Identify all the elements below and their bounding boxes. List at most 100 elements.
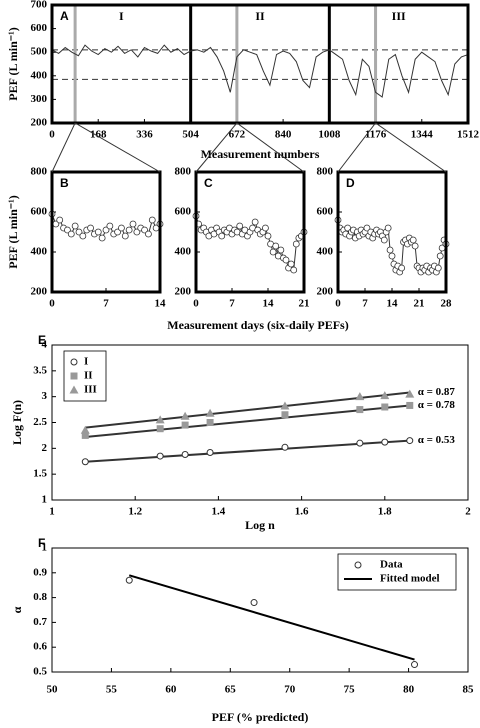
marker bbox=[406, 437, 414, 445]
fit-line bbox=[85, 391, 410, 429]
x-axis-label: PEF (% predicted) bbox=[212, 710, 309, 724]
section-label: I bbox=[119, 9, 124, 23]
y-axis-label: α bbox=[10, 606, 24, 613]
marker bbox=[384, 224, 392, 232]
marker bbox=[280, 401, 290, 410]
legend-label: Data bbox=[380, 559, 403, 571]
y-tick-label: 600 bbox=[31, 206, 48, 218]
x-tick-label: 1.6 bbox=[295, 506, 309, 518]
marker bbox=[287, 260, 295, 268]
marker bbox=[148, 216, 156, 224]
y-tick-label: 2 bbox=[42, 442, 48, 454]
y-tick-label: 400 bbox=[317, 246, 334, 258]
marker bbox=[181, 421, 189, 429]
marker bbox=[409, 236, 417, 244]
x-tick-label: 1.8 bbox=[378, 506, 392, 518]
y-tick-label: 3.5 bbox=[33, 364, 47, 376]
panel-letter: D bbox=[346, 176, 355, 190]
x-tick-label: 0 bbox=[335, 298, 341, 310]
x-tick-label: 21 bbox=[414, 298, 425, 310]
marker bbox=[156, 452, 164, 460]
marker bbox=[405, 389, 415, 398]
marker bbox=[75, 228, 83, 236]
legend-label: III bbox=[84, 384, 97, 396]
marker bbox=[290, 266, 298, 274]
x-tick-label: 672 bbox=[229, 129, 246, 141]
legend-swatch bbox=[70, 358, 78, 366]
x-tick-label: 504 bbox=[182, 129, 199, 141]
zoom-connector bbox=[74, 122, 161, 173]
marker bbox=[56, 216, 64, 224]
marker bbox=[411, 661, 419, 669]
marker bbox=[80, 425, 90, 434]
marker bbox=[388, 252, 396, 260]
marker bbox=[64, 226, 71, 234]
x-tick-label: 1.4 bbox=[212, 506, 226, 518]
x-tick-label: 28 bbox=[441, 298, 453, 310]
marker bbox=[282, 256, 290, 264]
section-label: III bbox=[392, 9, 406, 23]
zoom-connector bbox=[337, 122, 376, 173]
x-tick-label: 70 bbox=[284, 684, 296, 696]
marker bbox=[264, 232, 272, 240]
panel-letter: F bbox=[38, 536, 45, 550]
y-tick-label: 0.6 bbox=[33, 641, 47, 653]
x-tick-label: 60 bbox=[165, 684, 177, 696]
marker bbox=[281, 411, 289, 419]
marker bbox=[114, 228, 121, 236]
marker bbox=[292, 240, 300, 248]
x-tick-label: 840 bbox=[275, 129, 292, 141]
legend-label: I bbox=[84, 356, 88, 368]
y-tick-label: 400 bbox=[31, 69, 48, 81]
marker bbox=[236, 222, 244, 230]
marker bbox=[398, 264, 406, 272]
marker bbox=[272, 242, 280, 250]
x-tick-label: 0 bbox=[49, 129, 55, 141]
x-tick-label: 65 bbox=[225, 684, 237, 696]
x-tick-label: 7 bbox=[362, 298, 368, 310]
panel-letter: A bbox=[60, 9, 69, 23]
fit-label: α = 0.87 bbox=[418, 386, 456, 398]
panel-letter: C bbox=[204, 176, 213, 190]
y-tick-label: 700 bbox=[31, 0, 48, 11]
x-tick-label: 0 bbox=[193, 298, 199, 310]
y-tick-label: 4 bbox=[42, 339, 48, 351]
y-tick-label: 800 bbox=[175, 166, 192, 178]
marker bbox=[133, 228, 141, 236]
fit-line bbox=[85, 439, 410, 463]
y-axis-label: Log F(n) bbox=[10, 400, 24, 445]
marker bbox=[155, 415, 165, 424]
x-axis-label: Log n bbox=[245, 518, 275, 532]
y-tick-label: 200 bbox=[31, 286, 48, 298]
marker bbox=[344, 224, 352, 232]
x-tick-label: 7 bbox=[229, 298, 235, 310]
y-tick-label: 200 bbox=[31, 117, 48, 129]
x-axis-label: Measurement numbers bbox=[201, 147, 320, 161]
y-tick-label: 0.7 bbox=[33, 616, 47, 628]
marker bbox=[180, 411, 190, 420]
y-tick-label: 400 bbox=[31, 246, 48, 258]
marker bbox=[281, 443, 289, 451]
marker bbox=[363, 224, 371, 232]
x-tick-label: 1344 bbox=[411, 129, 434, 141]
marker bbox=[356, 406, 364, 414]
marker bbox=[277, 246, 285, 254]
marker bbox=[125, 576, 133, 584]
y-tick-label: 1 bbox=[42, 494, 48, 506]
x-tick-label: 50 bbox=[47, 684, 59, 696]
marker bbox=[156, 425, 164, 433]
marker bbox=[206, 419, 214, 426]
y-tick-label: 200 bbox=[175, 286, 192, 298]
y-tick-label: 0.9 bbox=[33, 566, 47, 578]
x-axis-label: Measurement days (six-daily PEFs) bbox=[167, 318, 348, 332]
marker bbox=[121, 232, 129, 240]
marker bbox=[81, 431, 89, 439]
y-tick-label: 3 bbox=[42, 390, 48, 402]
y-axis-label: PEF (L min⁻¹) bbox=[6, 195, 20, 269]
fit-label: α = 0.53 bbox=[418, 434, 456, 446]
marker bbox=[269, 248, 277, 256]
y-tick-label: 800 bbox=[317, 166, 334, 178]
panel-letter: B bbox=[60, 176, 69, 190]
x-tick-label: 2 bbox=[465, 506, 471, 518]
marker bbox=[98, 234, 106, 242]
